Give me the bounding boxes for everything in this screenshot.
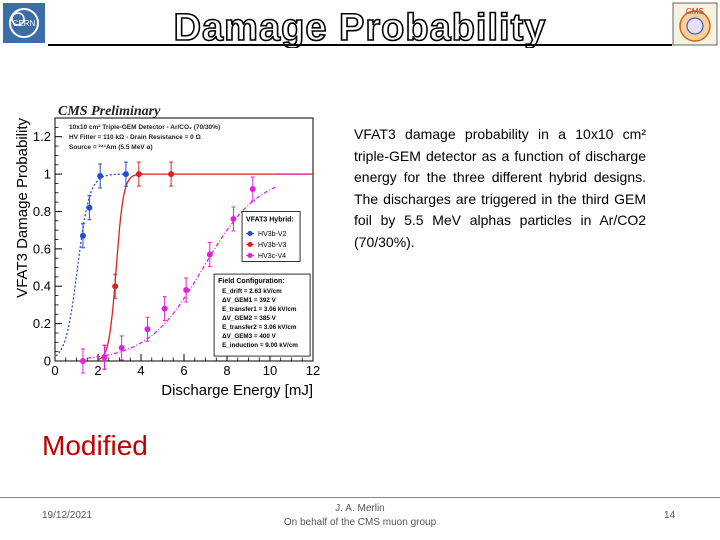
data-point-hv3c-v4 bbox=[161, 305, 168, 312]
field-config-line: E_drift = 2.63 kV/cm bbox=[222, 288, 282, 295]
x-axis-label: Discharge Energy [mJ] bbox=[161, 382, 313, 399]
y-tick-label: 0 bbox=[44, 354, 51, 369]
field-config-line: ΔV_GEM3 = 400 V bbox=[222, 333, 277, 340]
legend-label-hv3b-v3: HV3b-V3 bbox=[258, 242, 287, 249]
fit-curve-hv3b-v2 bbox=[55, 173, 129, 357]
chart-header-line: Source = ²⁴¹Am (5.5 MeV α) bbox=[69, 144, 153, 151]
y-tick-label: 0.6 bbox=[33, 241, 51, 256]
x-tick-label: 6 bbox=[180, 363, 187, 378]
chart-header-line: 10x10 cm² Triple-GEM Detector - Ar/CO₂ (… bbox=[69, 124, 220, 131]
data-point-hv3c-v4 bbox=[249, 186, 256, 193]
chart-curves bbox=[55, 173, 313, 361]
cern-logo-text: CERN bbox=[13, 19, 36, 28]
y-tick-label: 0.8 bbox=[33, 204, 51, 219]
data-point-hv3b-v3 bbox=[112, 283, 119, 290]
x-tick-label: 10 bbox=[263, 363, 277, 378]
cern-logo: CERN bbox=[2, 2, 46, 44]
data-point-hv3c-v4 bbox=[230, 215, 237, 222]
legend-swatch-hv3b-v3 bbox=[247, 241, 253, 248]
field-config-title: Field Configuration: bbox=[218, 278, 285, 285]
data-point-hv3b-v2 bbox=[97, 172, 104, 179]
data-point-hv3b-v3 bbox=[135, 171, 142, 178]
legend-swatch-hv3b-v2 bbox=[247, 230, 253, 237]
legend-swatch-hv3c-v4 bbox=[247, 252, 253, 259]
chart-points bbox=[79, 161, 256, 374]
y-tick-label: 0.4 bbox=[33, 279, 51, 294]
cms-preliminary-banner: CMS Preliminary bbox=[58, 104, 161, 119]
y-tick-label: 0.2 bbox=[33, 316, 51, 331]
x-tick-label: 8 bbox=[223, 363, 230, 378]
data-point-hv3c-v4 bbox=[101, 354, 108, 361]
data-point-hv3b-v2 bbox=[79, 232, 86, 239]
legend-label-hv3c-v4: HV3c-V4 bbox=[258, 253, 286, 260]
slide-title: Damage Probability bbox=[140, 0, 580, 50]
x-tick-label: 4 bbox=[137, 363, 144, 378]
data-point-hv3b-v2 bbox=[86, 204, 93, 211]
footer-author-block: J. A. Merlin On behalf of the CMS muon g… bbox=[260, 502, 460, 530]
chart-legend: VFAT3 Hybrid: HV3b-V2 HV3b-V3 HV3c-V4 bbox=[241, 211, 301, 262]
field-config-line: E_transfer1 = 3.06 kV/cm bbox=[222, 306, 297, 313]
legend-title: VFAT3 Hybrid: bbox=[246, 216, 294, 223]
field-config-line: ΔV_GEM1 = 392 V bbox=[222, 297, 277, 304]
field-config-frame bbox=[213, 273, 311, 357]
chart-header-line: HV Filter = 110 kΩ - Drain Resistance = … bbox=[69, 134, 201, 141]
fit-curve-hv3c-v4 bbox=[87, 186, 277, 359]
data-point-hv3c-v4 bbox=[79, 358, 86, 364]
chart-axes: 0 2 4 6 8 10 12 0 0.2 0.4 0.6 0.8 1 1.2 Discharge Ener… bbox=[14, 117, 320, 399]
y-axis-label: VFAT3 Damage Probability bbox=[14, 118, 31, 298]
damage-probability-chart: CMS Preliminary 10x10 cm² Triple-GEM Det… bbox=[10, 100, 330, 402]
chart-description: VFAT3 damage probability in a 10x10 cm² … bbox=[354, 126, 646, 250]
footer-group: On behalf of the CMS muon group bbox=[283, 517, 437, 528]
data-point-hv3c-v4 bbox=[206, 251, 213, 258]
data-point-hv3c-v4 bbox=[118, 344, 125, 351]
x-tick-label: 2 bbox=[94, 363, 101, 378]
field-configuration-box: Field Configuration: E_drift = 2.63 kV/cm… bbox=[213, 273, 311, 357]
slide-title-text: Damage Probability bbox=[174, 7, 547, 48]
x-tick-label: 12 bbox=[306, 363, 320, 378]
y-tick-label: 1 bbox=[44, 167, 51, 182]
field-config-line: ΔV_GEM2 = 385 V bbox=[222, 315, 277, 322]
legend-label-hv3b-v2: HV3b-V2 bbox=[258, 231, 287, 238]
modified-label: Modified bbox=[42, 430, 148, 461]
data-point-hv3c-v4 bbox=[144, 326, 151, 333]
chart-header-lines: 10x10 cm² Triple-GEM Detector - Ar/CO₂ (… bbox=[69, 124, 220, 151]
footer-page-number: 14 bbox=[664, 510, 676, 521]
data-point-hv3b-v2 bbox=[122, 171, 129, 178]
y-tick-label: 1.2 bbox=[33, 129, 51, 144]
cms-logo-text: CMS bbox=[686, 7, 704, 16]
field-config-line: E_transfer2 = 3.06 kV/cm bbox=[222, 324, 297, 331]
title-rule bbox=[48, 44, 672, 46]
footer-author: J. A. Merlin bbox=[335, 503, 385, 514]
legend-box bbox=[241, 211, 301, 262]
footer-date: 19/12/2021 bbox=[42, 510, 93, 521]
x-tick-label: 0 bbox=[51, 363, 58, 378]
footer-rule bbox=[0, 497, 720, 498]
data-point-hv3b-v3 bbox=[168, 171, 175, 178]
data-point-hv3c-v4 bbox=[183, 286, 190, 293]
field-config-line: E_induction = 9.00 kV/cm bbox=[222, 342, 298, 349]
cms-logo: CMS bbox=[672, 2, 718, 46]
